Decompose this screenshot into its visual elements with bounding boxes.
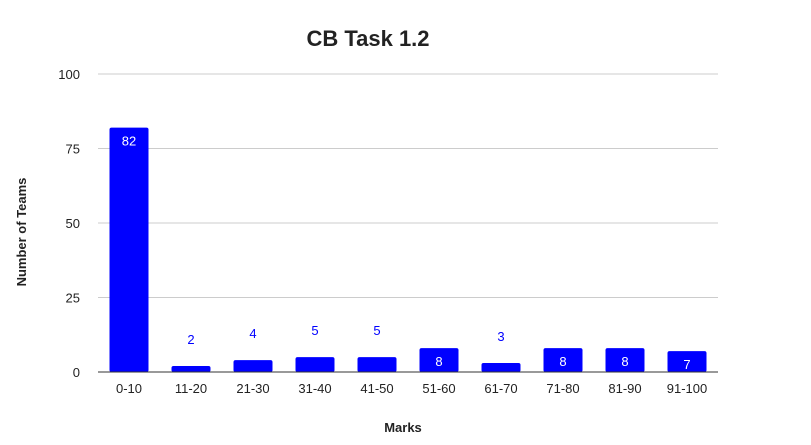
data-label: 4 [249,326,256,341]
data-label: 5 [311,323,318,338]
bars: 82 2 4 5 5 8 3 8 8 7 [109,127,707,372]
x-tick-label: 31-40 [298,381,331,396]
bar [109,127,149,372]
x-tick-label: 91-100 [667,381,707,396]
x-tick-label: 11-20 [175,381,207,396]
x-tick-label: 71-80 [546,381,579,396]
x-tick-label: 61-70 [484,381,517,396]
bar [481,363,521,372]
y-tick-label: 75 [66,142,80,157]
data-label: 3 [497,329,504,344]
y-tick-label: 100 [58,67,80,82]
x-axis-title: Marks [384,420,422,435]
bar [667,351,707,372]
bar [357,357,397,372]
bar [605,348,645,372]
bar [295,357,335,372]
x-tick-label: 51-60 [422,381,455,396]
data-label: 8 [435,354,442,369]
data-label: 2 [187,332,194,347]
bar [419,348,459,372]
bar [543,348,583,372]
y-tick-label: 0 [73,365,80,380]
data-label: 8 [621,354,628,369]
bar [171,366,211,372]
y-tick-label: 50 [66,216,80,231]
gridlines [98,73,718,298]
x-tick-label: 21-30 [236,381,269,396]
x-tick-label: 0-10 [116,381,142,396]
y-tick-label: 25 [66,291,80,306]
y-axis-ticks: 0 25 50 75 100 [58,67,80,380]
data-label: 82 [122,134,136,149]
chart-title: CB Task 1.2 [306,26,429,51]
data-label: 5 [373,323,380,338]
y-axis-title: Number of Teams [14,178,29,287]
data-label: 7 [683,357,690,372]
x-tick-label: 81-90 [608,381,641,396]
data-label: 8 [559,354,566,369]
x-axis-ticks: 0-10 11-20 21-30 31-40 41-50 51-60 61-70 71-80 8… [116,381,707,396]
bar [233,360,273,372]
x-tick-label: 41-50 [360,381,393,396]
